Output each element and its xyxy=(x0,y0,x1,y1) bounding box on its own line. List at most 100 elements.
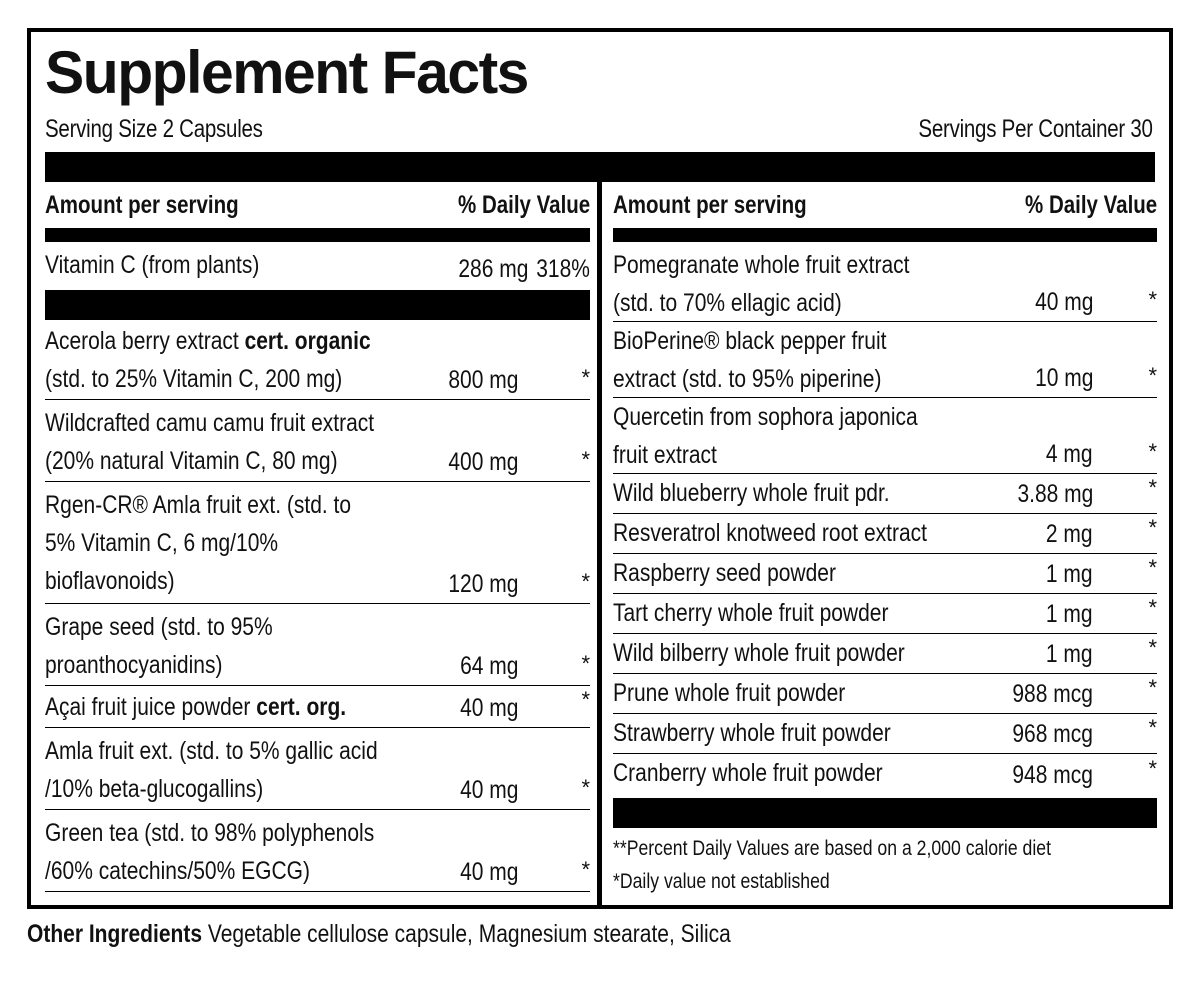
ingredient-amount: 10 mg xyxy=(1034,364,1093,392)
left-column-header: Amount per serving % Daily Value xyxy=(45,182,590,228)
ingredient-name-line: (std. to 70% ellagic acid) xyxy=(613,289,842,317)
supplement-facts-panel: Supplement Facts Serving Size 2 Capsules… xyxy=(27,28,1173,909)
ingredient-name-line: Pomegranate whole fruit extract xyxy=(613,251,910,279)
amount-per-serving-heading: Amount per serving xyxy=(613,190,807,219)
vitamin-c-row: Vitamin C (from plants) 286 mg 318% xyxy=(45,242,590,288)
footnote-percent-dv: **Percent Daily Values are based on a 2,… xyxy=(613,837,1052,860)
footer-divider-bar xyxy=(613,798,1157,828)
ingredient-row: Cranberry whole fruit powder 948 mcg * xyxy=(613,754,1157,794)
daily-value-asterisk: * xyxy=(1148,555,1157,580)
daily-value-asterisk: * xyxy=(581,365,590,390)
ingredient-name-text: Acerola berry extract xyxy=(45,327,245,355)
ingredient-amount: 800 mg xyxy=(447,366,518,394)
amount-per-serving-heading: Amount per serving xyxy=(45,190,239,219)
daily-value-asterisk: * xyxy=(1148,475,1157,500)
page-title: Supplement Facts xyxy=(45,39,529,106)
nutrient-daily-value: 318% xyxy=(536,255,590,283)
ingredient-name-text: Açai fruit juice powder xyxy=(45,693,257,721)
daily-value-asterisk: * xyxy=(581,857,590,882)
daily-value-asterisk: * xyxy=(1148,515,1157,540)
ingredient-row: Açai fruit juice powder cert. org. 40 mg… xyxy=(45,686,590,728)
header-divider-bar xyxy=(613,228,1157,242)
header-divider-bar xyxy=(45,228,590,242)
ingredient-row: Rgen-CR® Amla fruit ext. (std. to 5% Vit… xyxy=(45,482,590,604)
ingredient-name-line: Prune whole fruit powder xyxy=(613,679,846,707)
ingredient-row: Amla fruit ext. (std. to 5% gallic acid … xyxy=(45,728,590,810)
servings-per-container: Servings Per Container 30 xyxy=(918,115,1154,143)
daily-value-asterisk: * xyxy=(1148,439,1157,464)
daily-value-asterisk: * xyxy=(581,687,590,712)
daily-value-asterisk: * xyxy=(1148,363,1157,388)
ingredient-amount: 120 mg xyxy=(447,570,518,598)
ingredient-amount: 1 mg xyxy=(1046,600,1093,628)
ingredient-row: Raspberry seed powder 1 mg * xyxy=(613,554,1157,594)
ingredient-name-line: fruit extract xyxy=(613,441,717,469)
daily-value-asterisk: * xyxy=(1148,715,1157,740)
daily-value-asterisk: * xyxy=(1148,675,1157,700)
nutrient-name: Vitamin C (from plants) xyxy=(45,251,260,279)
ingredient-name-line: /60% catechins/50% EGCG) xyxy=(45,857,310,885)
ingredient-name-line: bioflavonoids) xyxy=(45,567,175,595)
ingredient-amount: 40 mg xyxy=(1034,288,1093,316)
ingredient-row: Wildcrafted camu camu fruit extract (20%… xyxy=(45,400,590,482)
ingredient-row: Prune whole fruit powder 988 mcg * xyxy=(613,674,1157,714)
ingredient-amount: 988 mcg xyxy=(1012,680,1093,708)
ingredient-name-line: Cranberry whole fruit powder xyxy=(613,759,883,787)
ingredient-row: Acerola berry extract cert. organic (std… xyxy=(45,320,590,400)
daily-value-asterisk: * xyxy=(1148,595,1157,620)
ingredient-amount: 948 mcg xyxy=(1012,761,1093,789)
left-column: Amount per serving % Daily Value Vitamin… xyxy=(45,182,590,892)
ingredient-amount: 1 mg xyxy=(1046,640,1093,668)
ingredient-row: Wild bilberry whole fruit powder 1 mg * xyxy=(613,634,1157,674)
ingredient-amount: 4 mg xyxy=(1046,440,1093,468)
nutrient-amount: 286 mg xyxy=(457,255,528,283)
ingredient-name-line: Amla fruit ext. (std. to 5% gallic acid xyxy=(45,737,378,765)
other-ingredients-text: Vegetable cellulose capsule, Magnesium s… xyxy=(202,920,731,948)
ingredient-row: Wild blueberry whole fruit pdr. 3.88 mg … xyxy=(613,474,1157,514)
ingredient-name-line: Acerola berry extract cert. organic xyxy=(45,322,398,360)
ingredient-amount: 40 mg xyxy=(459,776,518,804)
ingredient-name-line: proanthocyanidins) xyxy=(45,651,223,679)
ingredient-name-line: extract (std. to 95% piperine) xyxy=(613,365,882,393)
ingredient-row: Pomegranate whole fruit extract (std. to… xyxy=(613,242,1157,322)
ingredient-amount: 40 mg xyxy=(459,694,518,722)
organic-cert-label: cert. org. xyxy=(256,693,347,721)
ingredient-name-line: /10% beta-glucogallins) xyxy=(45,775,264,803)
daily-value-heading: % Daily Value xyxy=(1024,190,1157,219)
ingredient-amount: 400 mg xyxy=(447,448,518,476)
ingredient-name-line: (std. to 25% Vitamin C, 200 mg) xyxy=(45,365,343,393)
ingredient-name-line: Raspberry seed powder xyxy=(613,559,836,587)
right-column-header: Amount per serving % Daily Value xyxy=(613,182,1157,228)
ingredient-row: Green tea (std. to 98% polyphenols /60% … xyxy=(45,810,590,892)
ingredient-amount: 3.88 mg xyxy=(1017,480,1093,508)
ingredient-amount: 2 mg xyxy=(1046,520,1093,548)
ingredient-name-line: 5% Vitamin C, 6 mg/10% xyxy=(45,529,279,557)
ingredient-amount: 64 mg xyxy=(459,652,518,680)
daily-value-asterisk: * xyxy=(581,775,590,800)
daily-value-asterisk: * xyxy=(581,569,590,594)
ingredient-name-line: Wild blueberry whole fruit pdr. xyxy=(613,479,890,507)
ingredient-name-line: BioPerine® black pepper fruit xyxy=(613,327,887,355)
daily-value-asterisk: * xyxy=(1148,635,1157,660)
ingredient-row: Quercetin from sophora japonica fruit ex… xyxy=(613,398,1157,474)
ingredient-name-line: Grape seed (std. to 95% xyxy=(45,613,273,641)
organic-cert-label: cert. organic xyxy=(244,327,371,355)
ingredient-row: BioPerine® black pepper fruit extract (s… xyxy=(613,322,1157,398)
daily-value-asterisk: * xyxy=(1148,756,1157,781)
ingredient-row: Resveratrol knotweed root extract 2 mg * xyxy=(613,514,1157,554)
ingredient-amount: 1 mg xyxy=(1046,560,1093,588)
ingredient-name-line: Resveratrol knotweed root extract xyxy=(613,519,927,547)
ingredient-row: Tart cherry whole fruit powder 1 mg * xyxy=(613,594,1157,634)
daily-value-asterisk: * xyxy=(581,447,590,472)
daily-value-heading: % Daily Value xyxy=(457,190,590,219)
top-divider-bar xyxy=(45,152,1155,182)
ingredient-name-line: Rgen-CR® Amla fruit ext. (std. to xyxy=(45,491,352,519)
ingredient-amount: 40 mg xyxy=(459,858,518,886)
ingredient-name-line: Tart cherry whole fruit powder xyxy=(613,599,889,627)
ingredient-name-line: Wild bilberry whole fruit powder xyxy=(613,639,905,667)
daily-value-asterisk: * xyxy=(581,651,590,676)
ingredient-name-line: Green tea (std. to 98% polyphenols xyxy=(45,819,375,847)
ingredient-amount: 968 mcg xyxy=(1012,720,1093,748)
other-ingredients-label: Other Ingredients xyxy=(27,920,203,948)
ingredient-name-line: (20% natural Vitamin C, 80 mg) xyxy=(45,447,338,475)
